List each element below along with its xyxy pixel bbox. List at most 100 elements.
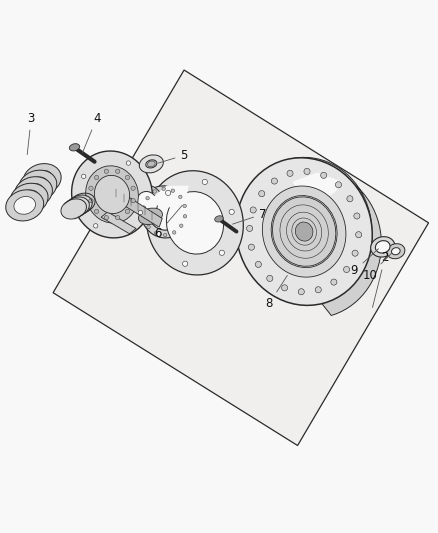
Circle shape: [142, 206, 145, 209]
Ellipse shape: [138, 208, 162, 224]
Polygon shape: [113, 189, 162, 227]
Circle shape: [95, 175, 99, 180]
Circle shape: [219, 250, 224, 255]
Ellipse shape: [271, 196, 337, 268]
Circle shape: [287, 171, 293, 176]
Circle shape: [343, 266, 350, 272]
Circle shape: [171, 189, 175, 192]
Circle shape: [116, 169, 120, 173]
Wedge shape: [150, 185, 188, 207]
Ellipse shape: [272, 197, 336, 266]
Ellipse shape: [147, 171, 244, 275]
Circle shape: [104, 215, 109, 220]
Circle shape: [229, 209, 234, 214]
Circle shape: [131, 186, 135, 190]
Circle shape: [255, 261, 261, 268]
Polygon shape: [53, 70, 428, 446]
Circle shape: [315, 287, 321, 293]
Circle shape: [116, 215, 120, 220]
Circle shape: [183, 215, 187, 218]
Circle shape: [138, 211, 143, 215]
Ellipse shape: [375, 240, 390, 253]
Circle shape: [93, 224, 98, 228]
Circle shape: [336, 182, 342, 188]
Text: 4: 4: [82, 111, 100, 152]
Circle shape: [347, 196, 353, 202]
Circle shape: [154, 231, 158, 235]
Circle shape: [95, 209, 99, 214]
Ellipse shape: [62, 200, 85, 218]
Circle shape: [272, 178, 277, 184]
Ellipse shape: [139, 155, 163, 173]
Polygon shape: [286, 157, 381, 316]
Text: 9: 9: [350, 249, 378, 277]
Text: 10: 10: [362, 253, 392, 282]
Circle shape: [153, 190, 156, 193]
Wedge shape: [293, 173, 342, 199]
Ellipse shape: [65, 198, 88, 216]
Circle shape: [131, 198, 135, 203]
Ellipse shape: [146, 160, 157, 168]
Ellipse shape: [23, 164, 61, 195]
Circle shape: [173, 231, 176, 234]
Circle shape: [166, 190, 171, 196]
Ellipse shape: [71, 194, 94, 213]
Text: 3: 3: [27, 111, 35, 155]
Ellipse shape: [262, 186, 346, 277]
Circle shape: [259, 191, 265, 197]
Ellipse shape: [6, 190, 44, 221]
Ellipse shape: [148, 161, 155, 167]
Ellipse shape: [10, 183, 48, 214]
Circle shape: [155, 231, 161, 237]
Polygon shape: [101, 212, 136, 234]
Circle shape: [304, 168, 310, 174]
Circle shape: [356, 232, 362, 238]
Ellipse shape: [86, 166, 138, 223]
Circle shape: [104, 169, 109, 173]
Ellipse shape: [67, 196, 92, 214]
Circle shape: [267, 276, 273, 281]
Circle shape: [331, 279, 337, 285]
Circle shape: [321, 172, 327, 179]
Ellipse shape: [14, 197, 35, 214]
Ellipse shape: [95, 175, 130, 214]
Circle shape: [147, 225, 150, 229]
Circle shape: [89, 198, 93, 203]
Circle shape: [352, 250, 358, 256]
Circle shape: [282, 285, 288, 291]
Ellipse shape: [392, 248, 400, 255]
Circle shape: [179, 195, 182, 199]
Circle shape: [202, 179, 208, 184]
Ellipse shape: [72, 151, 152, 238]
Circle shape: [183, 261, 188, 266]
Circle shape: [125, 175, 130, 180]
Circle shape: [162, 187, 166, 190]
Ellipse shape: [136, 191, 158, 215]
Circle shape: [183, 204, 187, 208]
Ellipse shape: [130, 185, 164, 221]
Text: 6: 6: [154, 205, 182, 240]
Ellipse shape: [140, 186, 189, 238]
Ellipse shape: [371, 237, 395, 257]
Ellipse shape: [69, 144, 80, 151]
Ellipse shape: [148, 193, 181, 230]
Circle shape: [298, 289, 304, 295]
Text: 8: 8: [265, 276, 287, 310]
Circle shape: [89, 186, 93, 190]
Circle shape: [248, 244, 254, 250]
Ellipse shape: [295, 222, 313, 241]
Text: 5: 5: [159, 149, 188, 163]
Ellipse shape: [236, 158, 372, 305]
Ellipse shape: [23, 183, 44, 201]
Text: 2: 2: [372, 251, 389, 308]
Circle shape: [81, 174, 86, 179]
Ellipse shape: [18, 190, 40, 208]
Circle shape: [126, 161, 131, 165]
Circle shape: [180, 224, 183, 228]
Ellipse shape: [14, 177, 53, 208]
Ellipse shape: [387, 244, 405, 259]
Ellipse shape: [215, 216, 223, 222]
Ellipse shape: [32, 170, 53, 188]
Ellipse shape: [27, 177, 49, 195]
Circle shape: [125, 209, 130, 214]
